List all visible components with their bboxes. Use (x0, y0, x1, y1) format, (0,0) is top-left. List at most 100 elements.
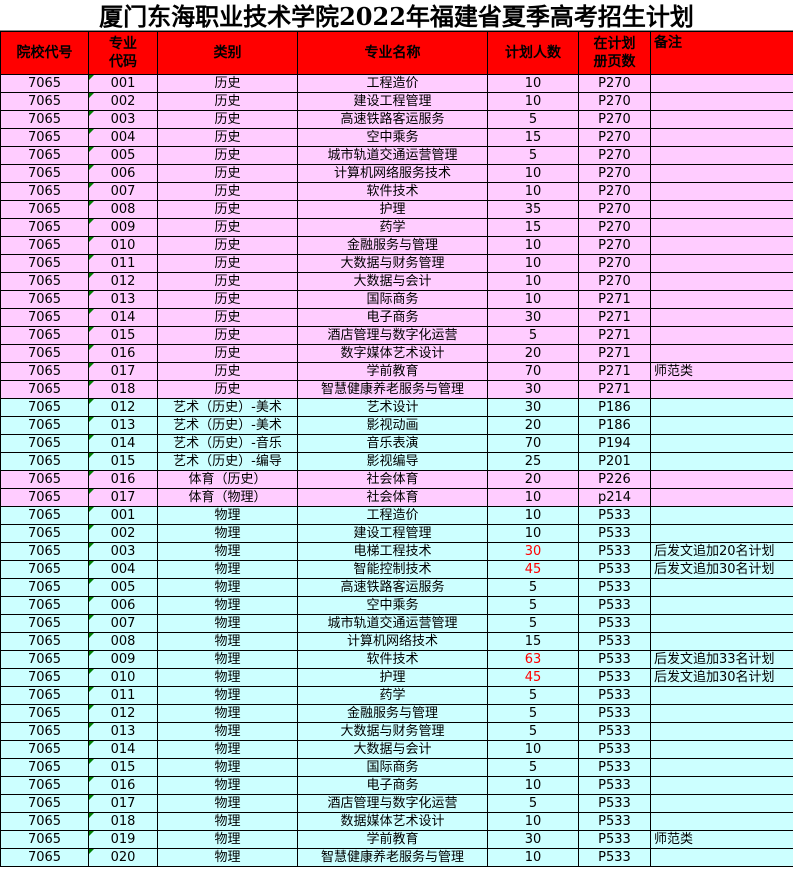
school-code-cell[interactable]: 7065 (0, 668, 89, 687)
notes-cell[interactable] (650, 200, 793, 219)
school-code-cell[interactable]: 7065 (0, 326, 89, 345)
category-cell[interactable]: 物理 (157, 578, 298, 597)
major-code-cell[interactable]: 001 (88, 506, 158, 525)
notes-cell[interactable] (650, 74, 793, 93)
major-name-cell[interactable]: 酒店管理与数字化运营 (297, 794, 488, 813)
page-cell[interactable]: P270 (578, 164, 651, 183)
category-cell[interactable]: 艺术（历史）-音乐 (157, 434, 298, 453)
major-code-cell[interactable]: 016 (88, 344, 158, 363)
school-code-cell[interactable]: 7065 (0, 506, 89, 525)
category-cell[interactable]: 历史 (157, 308, 298, 327)
plan-count-cell[interactable]: 5 (487, 110, 579, 129)
major-code-cell[interactable]: 017 (88, 362, 158, 381)
notes-cell[interactable] (650, 596, 793, 615)
major-code-cell[interactable]: 013 (88, 722, 158, 741)
page-cell[interactable]: P270 (578, 92, 651, 111)
school-code-cell[interactable]: 7065 (0, 524, 89, 543)
major-code-cell[interactable]: 002 (88, 92, 158, 111)
school-code-cell[interactable]: 7065 (0, 236, 89, 255)
page-cell[interactable]: P533 (578, 506, 651, 525)
page-cell[interactable]: P533 (578, 686, 651, 705)
category-cell[interactable]: 艺术（历史）-美术 (157, 398, 298, 417)
notes-cell[interactable] (650, 146, 793, 165)
notes-cell[interactable] (650, 344, 793, 363)
page-cell[interactable]: P271 (578, 326, 651, 345)
notes-cell[interactable] (650, 632, 793, 651)
major-code-cell[interactable]: 009 (88, 650, 158, 669)
major-code-cell[interactable]: 015 (88, 326, 158, 345)
page-cell[interactable]: P533 (578, 524, 651, 543)
page-cell[interactable]: P201 (578, 452, 651, 471)
page-cell[interactable]: P533 (578, 722, 651, 741)
school-code-cell[interactable]: 7065 (0, 254, 89, 273)
major-name-cell[interactable]: 影视编导 (297, 452, 488, 471)
plan-count-cell[interactable]: 25 (487, 452, 579, 471)
major-code-cell[interactable]: 011 (88, 686, 158, 705)
major-name-cell[interactable]: 艺术设计 (297, 398, 488, 417)
plan-count-cell[interactable]: 63 (487, 650, 579, 669)
page-cell[interactable]: P270 (578, 146, 651, 165)
page-cell[interactable]: P533 (578, 740, 651, 759)
school-code-cell[interactable]: 7065 (0, 92, 89, 111)
category-cell[interactable]: 历史 (157, 164, 298, 183)
plan-count-cell[interactable]: 10 (487, 272, 579, 291)
major-name-cell[interactable]: 计算机网络技术 (297, 632, 488, 651)
major-code-cell[interactable]: 011 (88, 254, 158, 273)
major-code-cell[interactable]: 008 (88, 632, 158, 651)
school-code-cell[interactable]: 7065 (0, 200, 89, 219)
plan-count-cell[interactable]: 5 (487, 686, 579, 705)
category-cell[interactable]: 历史 (157, 362, 298, 381)
major-code-cell[interactable]: 004 (88, 560, 158, 579)
page-cell[interactable]: P270 (578, 200, 651, 219)
category-cell[interactable]: 历史 (157, 254, 298, 273)
category-cell[interactable]: 历史 (157, 146, 298, 165)
page-cell[interactable]: P533 (578, 794, 651, 813)
major-code-cell[interactable]: 012 (88, 398, 158, 417)
category-cell[interactable]: 历史 (157, 218, 298, 237)
notes-cell[interactable] (650, 236, 793, 255)
plan-count-cell[interactable]: 5 (487, 704, 579, 723)
category-cell[interactable]: 艺术（历史）-美术 (157, 416, 298, 435)
notes-cell[interactable] (650, 776, 793, 795)
school-code-cell[interactable]: 7065 (0, 128, 89, 147)
school-code-cell[interactable]: 7065 (0, 182, 89, 201)
school-code-cell[interactable]: 7065 (0, 416, 89, 435)
major-name-cell[interactable]: 社会体育 (297, 488, 488, 507)
major-name-cell[interactable]: 空中乘务 (297, 128, 488, 147)
page-cell[interactable]: P270 (578, 74, 651, 93)
school-code-cell[interactable]: 7065 (0, 434, 89, 453)
major-code-cell[interactable]: 020 (88, 848, 158, 867)
page-cell[interactable]: P194 (578, 434, 651, 453)
plan-count-cell[interactable]: 10 (487, 254, 579, 273)
major-code-cell[interactable]: 012 (88, 704, 158, 723)
school-code-cell[interactable]: 7065 (0, 452, 89, 471)
major-code-cell[interactable]: 003 (88, 542, 158, 561)
major-name-cell[interactable]: 酒店管理与数字化运营 (297, 326, 488, 345)
page-cell[interactable]: P533 (578, 830, 651, 849)
plan-count-cell[interactable]: 10 (487, 182, 579, 201)
notes-cell[interactable] (650, 704, 793, 723)
major-code-cell[interactable]: 007 (88, 614, 158, 633)
major-code-cell[interactable]: 003 (88, 110, 158, 129)
major-name-cell[interactable]: 城市轨道交通运营管理 (297, 146, 488, 165)
category-cell[interactable]: 物理 (157, 650, 298, 669)
major-name-cell[interactable]: 工程造价 (297, 506, 488, 525)
school-code-cell[interactable]: 7065 (0, 704, 89, 723)
school-code-cell[interactable]: 7065 (0, 776, 89, 795)
major-name-cell[interactable]: 软件技术 (297, 182, 488, 201)
page-cell[interactable]: P533 (578, 632, 651, 651)
plan-count-cell[interactable]: 70 (487, 362, 579, 381)
page-cell[interactable]: P270 (578, 272, 651, 291)
plan-count-cell[interactable]: 30 (487, 830, 579, 849)
major-name-cell[interactable]: 金融服务与管理 (297, 704, 488, 723)
school-code-cell[interactable]: 7065 (0, 560, 89, 579)
school-code-cell[interactable]: 7065 (0, 686, 89, 705)
major-name-cell[interactable]: 电子商务 (297, 776, 488, 795)
category-cell[interactable]: 物理 (157, 614, 298, 633)
major-code-cell[interactable]: 014 (88, 740, 158, 759)
page-cell[interactable]: P533 (578, 650, 651, 669)
plan-count-cell[interactable]: 10 (487, 488, 579, 507)
school-code-cell[interactable]: 7065 (0, 380, 89, 399)
major-name-cell[interactable]: 智慧健康养老服务与管理 (297, 380, 488, 399)
notes-cell[interactable] (650, 452, 793, 471)
